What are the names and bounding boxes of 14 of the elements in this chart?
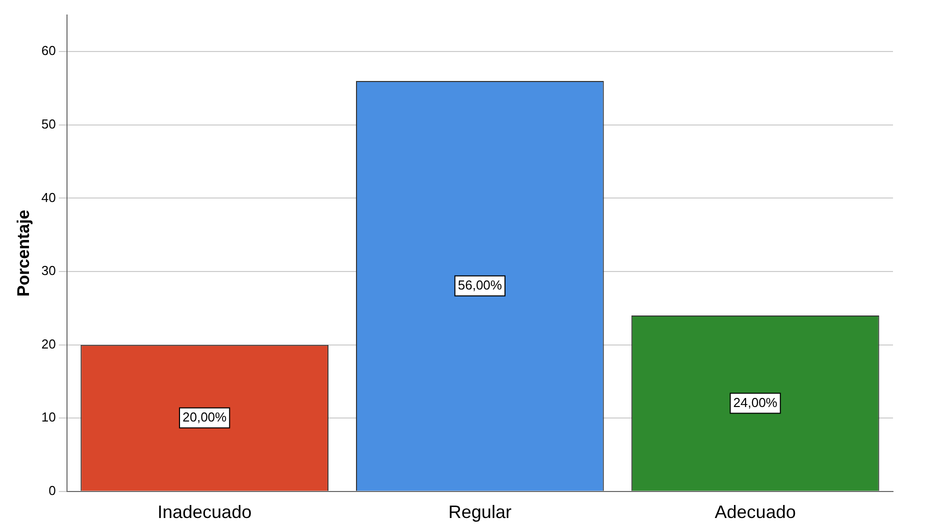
y-tick-label: 60 <box>41 43 56 58</box>
y-tick-label: 50 <box>41 116 56 132</box>
data-label: 24,00% <box>733 394 778 410</box>
y-tick-label: 40 <box>41 190 56 205</box>
x-tick-label: Regular <box>448 502 512 522</box>
data-label: 20,00% <box>182 409 228 424</box>
y-tick-label: 20 <box>41 336 56 352</box>
y-axis-title: Porcentaje <box>14 210 33 297</box>
y-tick-label: 30 <box>41 263 56 278</box>
data-label: 56,00% <box>458 278 502 293</box>
y-tick-label: 10 <box>41 410 56 425</box>
x-tick-label: Adecuado <box>714 502 796 522</box>
x-tick-label: Inadecuado <box>158 502 252 522</box>
y-tick-label: 0 <box>48 482 56 498</box>
